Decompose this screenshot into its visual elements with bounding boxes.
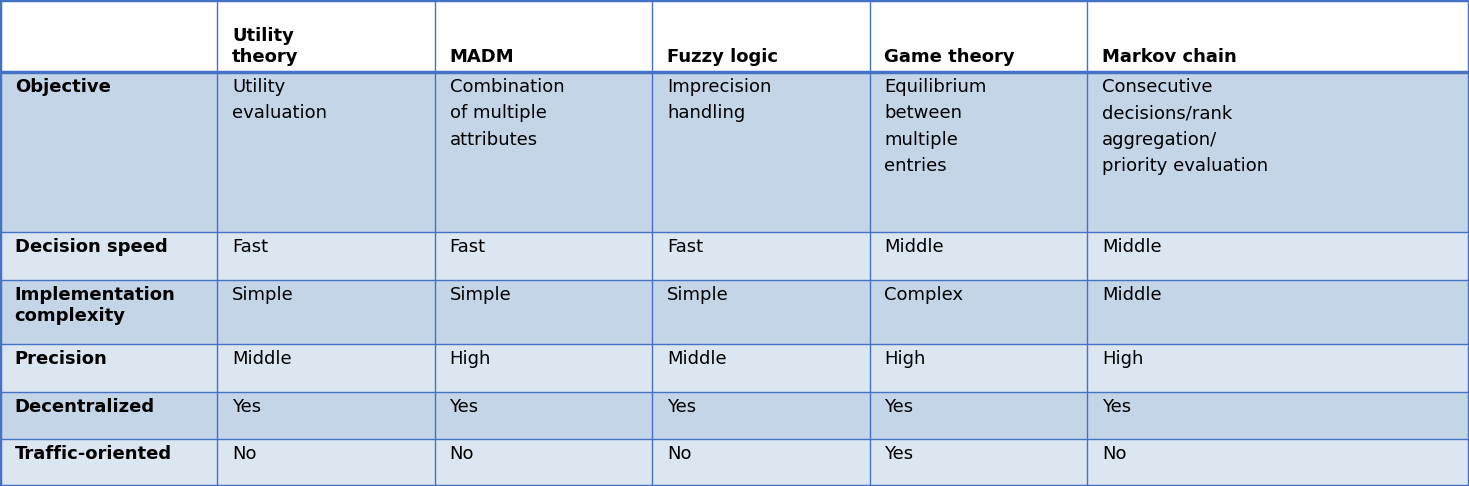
Text: Yes: Yes: [450, 398, 479, 416]
Text: MADM: MADM: [450, 48, 514, 66]
Bar: [1087, 280, 1469, 344]
Text: Middle: Middle: [667, 350, 727, 368]
Text: High: High: [450, 350, 491, 368]
Bar: [217, 392, 435, 439]
Text: High: High: [1102, 350, 1143, 368]
Bar: [870, 72, 1087, 232]
Bar: [870, 344, 1087, 392]
Bar: [870, 439, 1087, 486]
Text: Imprecision
handling: Imprecision handling: [667, 78, 771, 122]
Bar: [217, 280, 435, 344]
Bar: [435, 392, 652, 439]
Bar: [1087, 232, 1469, 280]
Text: Markov chain: Markov chain: [1102, 48, 1237, 66]
Bar: [435, 439, 652, 486]
Bar: [0, 439, 217, 486]
Text: Fast: Fast: [232, 238, 269, 256]
Text: Simple: Simple: [450, 286, 511, 304]
Bar: [0, 280, 217, 344]
Text: Consecutive
decisions/rank
aggregation/
priority evaluation: Consecutive decisions/rank aggregation/ …: [1102, 78, 1268, 175]
Bar: [217, 0, 435, 72]
Text: Yes: Yes: [232, 398, 261, 416]
Text: Traffic-oriented: Traffic-oriented: [15, 445, 172, 463]
Text: Precision: Precision: [15, 350, 107, 368]
Text: No: No: [667, 445, 692, 463]
Bar: [0, 392, 217, 439]
Bar: [217, 232, 435, 280]
Text: Implementation
complexity: Implementation complexity: [15, 286, 175, 325]
Text: Yes: Yes: [667, 398, 696, 416]
Bar: [870, 392, 1087, 439]
Bar: [652, 439, 870, 486]
Text: Middle: Middle: [1102, 286, 1162, 304]
Bar: [870, 232, 1087, 280]
Text: Complex: Complex: [884, 286, 964, 304]
Bar: [1087, 72, 1469, 232]
Text: Fast: Fast: [450, 238, 486, 256]
Bar: [652, 280, 870, 344]
Text: Decision speed: Decision speed: [15, 238, 167, 256]
Bar: [870, 0, 1087, 72]
Bar: [1087, 439, 1469, 486]
Text: Utility
theory: Utility theory: [232, 27, 298, 66]
Bar: [652, 344, 870, 392]
Text: No: No: [450, 445, 474, 463]
Bar: [435, 344, 652, 392]
Text: Fuzzy logic: Fuzzy logic: [667, 48, 779, 66]
Bar: [0, 72, 217, 232]
Text: Objective: Objective: [15, 78, 110, 96]
Bar: [652, 392, 870, 439]
Text: Equilibrium
between
multiple
entries: Equilibrium between multiple entries: [884, 78, 987, 175]
Text: Simple: Simple: [232, 286, 294, 304]
Bar: [1087, 392, 1469, 439]
Text: No: No: [232, 445, 257, 463]
Bar: [0, 232, 217, 280]
Text: No: No: [1102, 445, 1127, 463]
Bar: [652, 232, 870, 280]
Bar: [435, 72, 652, 232]
Bar: [435, 280, 652, 344]
Bar: [435, 232, 652, 280]
Text: Utility
evaluation: Utility evaluation: [232, 78, 328, 122]
Bar: [217, 344, 435, 392]
Text: Yes: Yes: [884, 398, 914, 416]
Text: Game theory: Game theory: [884, 48, 1015, 66]
Bar: [1087, 344, 1469, 392]
Text: Yes: Yes: [1102, 398, 1131, 416]
Bar: [217, 439, 435, 486]
Text: Yes: Yes: [884, 445, 914, 463]
Text: Decentralized: Decentralized: [15, 398, 154, 416]
Text: Middle: Middle: [884, 238, 945, 256]
Text: Combination
of multiple
attributes: Combination of multiple attributes: [450, 78, 564, 149]
Bar: [870, 280, 1087, 344]
Text: High: High: [884, 350, 925, 368]
Text: Fast: Fast: [667, 238, 704, 256]
Text: Simple: Simple: [667, 286, 729, 304]
Text: Middle: Middle: [1102, 238, 1162, 256]
Bar: [435, 0, 652, 72]
Bar: [217, 72, 435, 232]
Bar: [0, 0, 217, 72]
Bar: [1087, 0, 1469, 72]
Bar: [652, 72, 870, 232]
Bar: [652, 0, 870, 72]
Text: Middle: Middle: [232, 350, 292, 368]
Bar: [0, 344, 217, 392]
